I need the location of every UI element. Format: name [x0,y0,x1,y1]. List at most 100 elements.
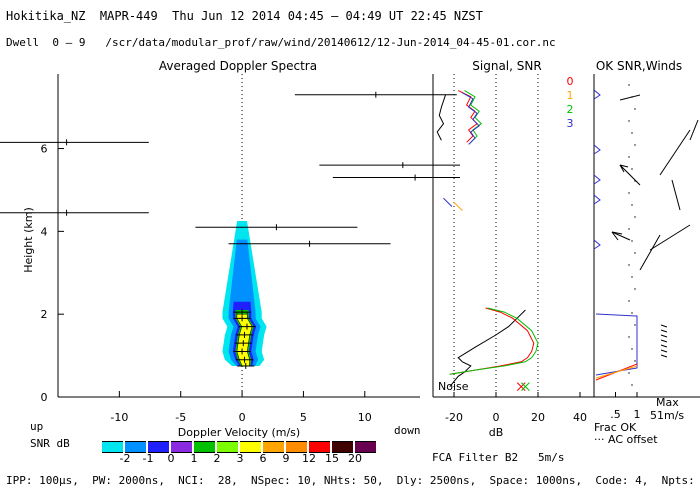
frac-ok-wiggle [593,174,601,185]
signal-series-3 [462,92,480,145]
colorbar-title: SNR dB [30,437,70,450]
signal-mark-blue [443,197,453,207]
wind-dot [628,192,630,194]
spectra-panel: 0 2 4 6 -10 -5 0 5 10 Doppler Velocity (m/s) Heigh… [0,74,460,439]
wind-dot [628,120,630,122]
spectra-ytick-label: 6 [41,143,48,156]
wind-dot [634,252,636,254]
wind-barb-low [660,324,668,328]
signal-series-signal [449,309,526,387]
colorbar-swatch [125,441,146,453]
noise-marker [516,382,526,392]
signal-series-2 [449,307,539,375]
noise-label: Noise [438,380,469,393]
wind-arrowhead [619,164,629,173]
colorbar-tick-label: 20 [348,452,362,465]
signal-xtick-label: 0 [493,411,500,424]
wind-dot [631,204,633,206]
wind-arrow [619,94,641,101]
signal-mark-orange [453,202,463,212]
wind-dot [631,168,633,170]
spectra-title: Averaged Doppler Spectra [159,59,317,73]
colorbar-swatch [194,441,215,453]
header-subtitle: Dwell 0 – 9 /scr/data/modular_prof/raw/w… [6,36,556,49]
frac-ok-orange [595,365,638,379]
max-label: Max [656,396,679,409]
signal-legend-1: 1 [567,89,574,102]
colorbar-tick-label: 3 [236,452,244,465]
colorbar-swatch [355,441,376,453]
signal-xtick-label: 40 [573,411,587,424]
wind-arrow [689,119,699,141]
spectra-ytick-label: 2 [41,308,48,321]
colorbar-swatch [263,441,284,453]
colorbar-tick-label: 9 [282,452,290,465]
colorbar-tick-label: 6 [259,452,267,465]
colorbar-swatch [332,441,353,453]
spectra-xtick-label: -10 [110,411,128,424]
spectra-xlabel: Doppler Velocity (m/s) [178,426,300,439]
footer-params: IPP: 100µs, PW: 2000ns, NCI: 28, NSpec: … [6,474,700,487]
signal-xlabel: dB [489,426,504,439]
colorbar-tick-label: 0 [167,452,175,465]
winds-xtick-label: .5 [610,408,621,421]
winds-xtick-label: 1 [634,408,641,421]
wind-dot [631,312,633,314]
spectra-ytick-label: 4 [41,225,48,238]
frac-ok-wiggle [593,239,601,250]
spectra-ylabel: Height (km) [22,207,35,273]
signal-title: Signal, SNR [472,59,541,73]
colorbar-swatch [286,441,307,453]
wind-arrow [659,129,691,176]
colorbar-tick-label: 2 [213,452,221,465]
wind-arrowhead [611,231,623,241]
spectra-xtick-label: -5 [175,411,186,424]
colorbar-tick-label: -1 [142,452,154,465]
wind-dot [634,216,636,218]
colorbar-down-label: down [394,424,421,437]
frac-ok-blue [595,313,638,376]
spectra-xtick-label: 0 [239,411,246,424]
wind-arrow [619,164,641,186]
wind-dot [628,372,630,374]
frac-ok-wiggle [593,144,601,155]
wind-dot [631,384,633,386]
winds-title: OK SNR,Winds [596,59,682,73]
colorbar-swatch [240,441,261,453]
colorbar-swatch [148,441,169,453]
colorbar-up-label: up [30,420,44,433]
frac-ok-wiggle [593,194,601,205]
wind-barb-low [660,349,668,353]
signal-series-0 [449,307,535,375]
wind-dot [628,228,630,230]
colorbar-swatch [309,441,330,453]
spectra-xtick-label: 10 [358,411,372,424]
wind-barb-low [660,344,668,348]
colorbar-tick-label: 1 [190,452,198,465]
wind-arrow [611,231,631,241]
wind-dot [634,360,636,362]
wind-dot [631,240,633,242]
wind-dot [634,144,636,146]
wind-barb-low [660,334,668,338]
colorbar-swatch [217,441,238,453]
wind-barb-low [660,354,668,358]
wind-dot [631,96,633,98]
frac-ok-wiggle [593,89,601,100]
colorbar-tick-label: 12 [302,452,316,465]
ac-offset-note: ··· AC offset [594,433,658,446]
signal-legend-3: 3 [567,117,574,130]
wind-dot [631,348,633,350]
spectra-ytick-label: 0 [41,391,48,404]
wind-arrow [639,234,661,271]
signal-series-upper-2 [464,90,483,143]
signal-xtick-label: 20 [531,411,545,424]
wind-arrow [671,179,681,211]
wind-dot [628,336,630,338]
colorbar-tick-label: 15 [325,452,339,465]
spectra-xtick-label: 5 [300,411,307,424]
header-title: Hokitika_NZ MAPR-449 Thu Jun 12 2014 04:… [6,9,483,23]
fca-filter: FCA Filter B2 5m/s [432,451,565,464]
